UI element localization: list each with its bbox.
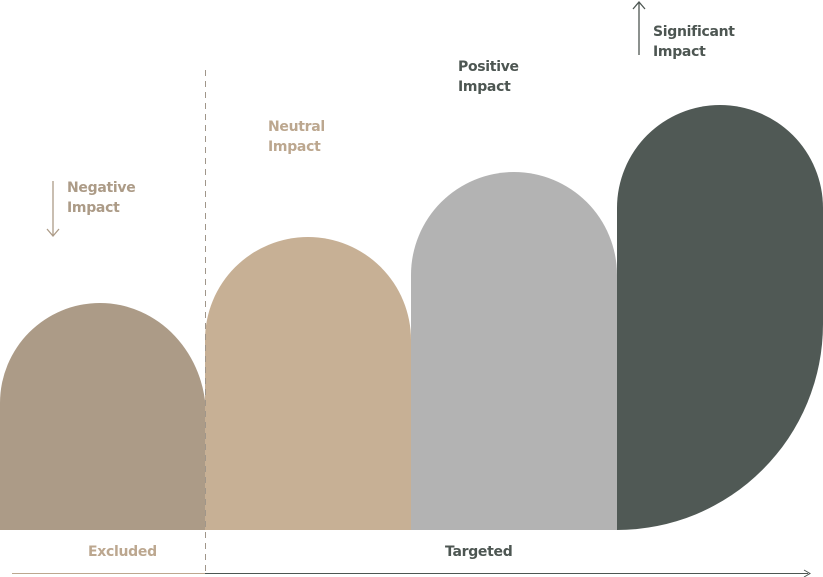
positive-impact-label: Positive Impact bbox=[458, 57, 519, 97]
axis-arrowhead-icon bbox=[803, 569, 811, 577]
significant-impact-line1: Significant bbox=[653, 24, 735, 40]
arrow-up-icon bbox=[632, 1, 646, 55]
negative-impact-shape bbox=[0, 303, 206, 530]
neutral-impact-shape bbox=[205, 237, 411, 530]
neutral-impact-line2: Impact bbox=[268, 139, 321, 155]
negative-impact-line2: Impact bbox=[67, 200, 120, 216]
excluded-label: Excluded bbox=[88, 544, 157, 560]
positive-impact-line1: Positive bbox=[458, 59, 519, 75]
positive-impact-shape bbox=[411, 172, 617, 530]
arrow-down-icon bbox=[46, 181, 60, 237]
significant-impact-label: Significant Impact bbox=[653, 22, 735, 62]
neutral-impact-line1: Neutral bbox=[268, 119, 325, 135]
significant-impact-shape bbox=[617, 105, 823, 530]
targeted-label: Targeted bbox=[445, 544, 513, 560]
positive-impact-line2: Impact bbox=[458, 79, 511, 95]
neutral-impact-label: Neutral Impact bbox=[268, 117, 325, 157]
negative-impact-label: Negative Impact bbox=[67, 178, 136, 218]
negative-impact-line1: Negative bbox=[67, 180, 136, 196]
significant-impact-line2: Impact bbox=[653, 44, 706, 60]
